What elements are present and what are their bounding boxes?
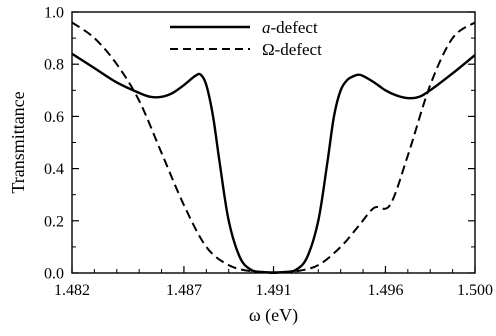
y-axis-label: Transmittance [8, 91, 28, 193]
plot-area [71, 21, 476, 274]
legend-label-a-italic: a [262, 18, 271, 37]
x-tick-label: 1.482 [54, 282, 90, 299]
y-tick-label: 0.6 [44, 109, 64, 126]
series-omega-defect-curve [71, 21, 476, 274]
legend-label-a-defect: a-defect [262, 18, 318, 37]
legend-label-omega-defect: Ω-defect [262, 40, 322, 59]
y-tick-label: 0.4 [44, 161, 64, 178]
tick-labels: 1.482 1.487 1.491 1.496 1.500 0.0 0.2 0.4 0.6 0.8… [44, 5, 493, 300]
x-tick-label: 1.500 [457, 282, 493, 299]
y-tick-label: 0.8 [44, 57, 64, 74]
legend-label-a-suffix: -defect [271, 18, 318, 37]
y-tick-label: 0.2 [44, 213, 64, 230]
x-axis-label: ω (eV) [249, 305, 298, 326]
legend: a-defect Ω-defect [170, 18, 322, 59]
y-tick-label: 1.0 [44, 5, 64, 22]
axis-ticks [71, 11, 476, 274]
x-tick-label: 1.491 [256, 282, 292, 299]
y-tick-label: 0.0 [44, 266, 64, 283]
x-tick-label: 1.496 [367, 282, 403, 299]
x-tick-label: 1.487 [166, 282, 202, 299]
